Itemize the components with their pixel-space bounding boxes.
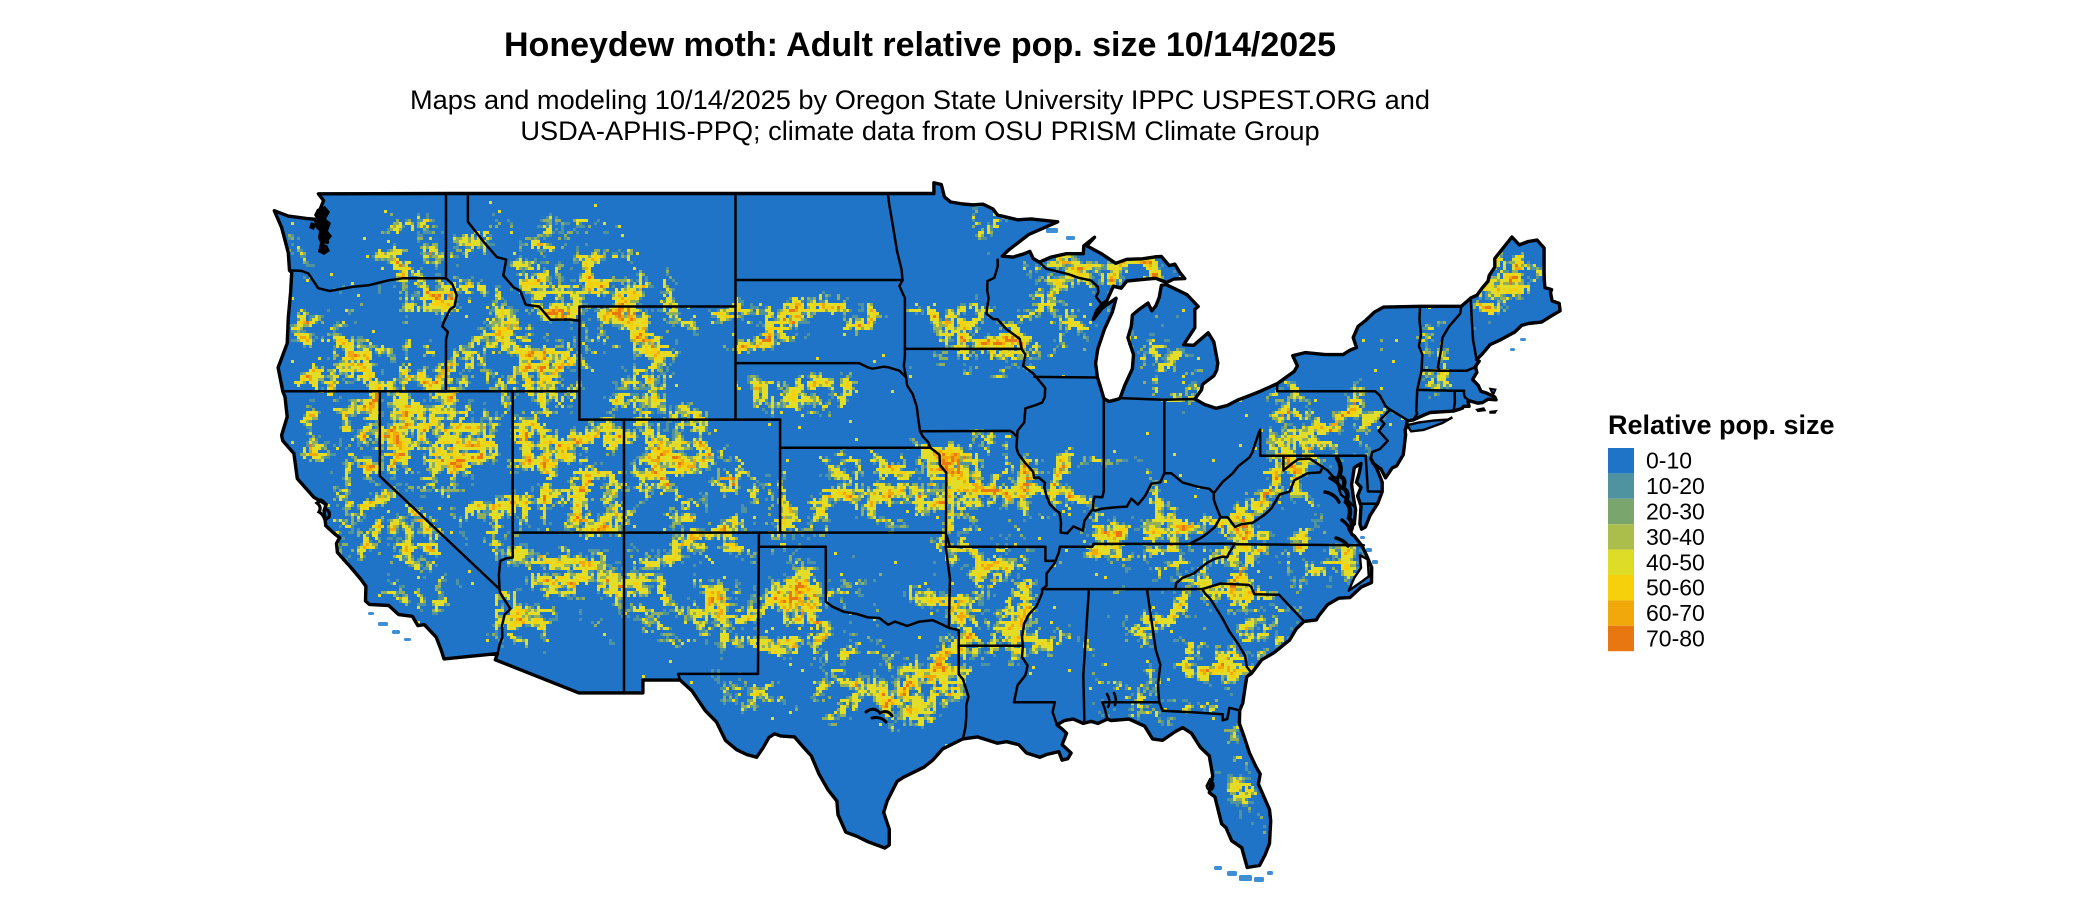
svg-text:30-40: 30-40 (1646, 524, 1705, 550)
svg-text:60-70: 60-70 (1646, 600, 1705, 626)
svg-text:40-50: 40-50 (1646, 549, 1705, 575)
svg-text:70-80: 70-80 (1646, 626, 1705, 652)
svg-text:0-10: 0-10 (1646, 448, 1692, 474)
svg-text:20-30: 20-30 (1646, 499, 1705, 525)
svg-text:Relative pop. size: Relative pop. size (1608, 410, 1835, 440)
svg-text:10-20: 10-20 (1646, 473, 1705, 499)
svg-text:50-60: 50-60 (1646, 575, 1705, 601)
